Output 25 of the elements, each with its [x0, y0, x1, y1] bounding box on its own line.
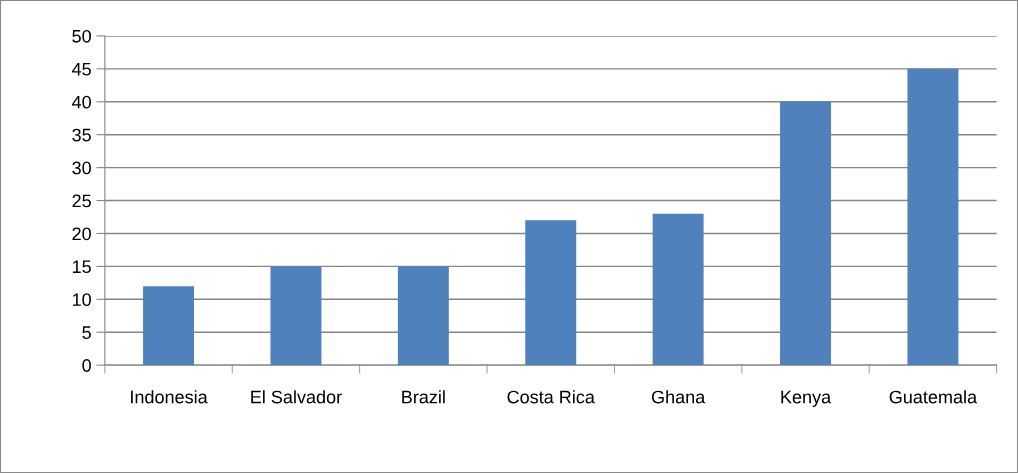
y-tick-label: 35 — [72, 128, 91, 142]
y-tick-label: 20 — [72, 227, 91, 241]
y-tick-label: 25 — [72, 194, 91, 208]
x-tick-label: Costa Rica — [507, 390, 595, 404]
y-tick-label: 40 — [71, 95, 91, 109]
bar — [270, 266, 322, 366]
bar — [652, 213, 704, 366]
x-tick-label: Guatemala — [889, 390, 978, 404]
bar — [397, 266, 449, 366]
x-tick-label: Kenya — [781, 390, 832, 407]
bar — [780, 101, 832, 366]
y-tick-label: 10 — [72, 293, 91, 307]
x-tick-label: Brazil — [402, 390, 445, 404]
y-tick-label: 0 — [82, 359, 91, 372]
y-tick-label: 45 — [71, 62, 91, 76]
y-tick-label: 5 — [82, 326, 91, 339]
x-tick-label: Indonesia — [131, 390, 208, 404]
y-tick-label: 30 — [72, 161, 91, 175]
bar — [143, 286, 195, 366]
y-tick-label: 50 — [72, 29, 91, 43]
x-tick-label: El Salvador — [251, 390, 342, 404]
y-tick-label: 15 — [72, 260, 91, 274]
bar — [907, 68, 959, 366]
x-tick-label: Ghana — [651, 390, 706, 404]
bar — [525, 220, 577, 366]
